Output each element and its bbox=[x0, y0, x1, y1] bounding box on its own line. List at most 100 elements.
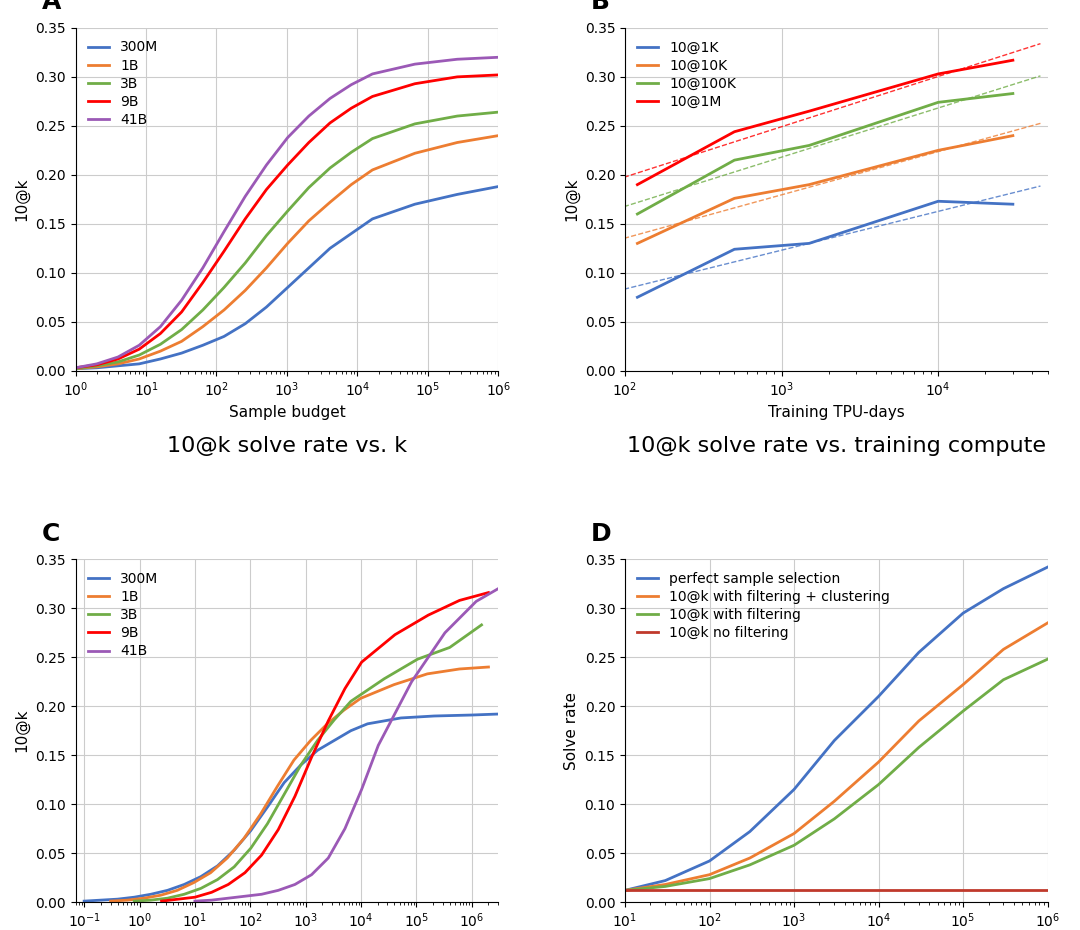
41B bbox=[470, 596, 483, 607]
9B bbox=[389, 629, 402, 640]
300M bbox=[295, 760, 308, 771]
41B bbox=[272, 884, 285, 896]
10@k with filtering + clustering bbox=[659, 879, 672, 890]
Text: B: B bbox=[591, 0, 610, 14]
Line: 1B: 1B bbox=[110, 667, 488, 901]
300M bbox=[91, 362, 104, 373]
10@k with filtering bbox=[619, 884, 632, 896]
300M bbox=[327, 735, 340, 746]
Y-axis label: 10@k: 10@k bbox=[14, 178, 29, 221]
3B bbox=[194, 883, 207, 894]
300M bbox=[450, 189, 463, 200]
300M bbox=[428, 711, 441, 722]
perfect sample selection bbox=[659, 875, 672, 886]
300M bbox=[111, 360, 124, 371]
10@k with filtering + clustering bbox=[997, 644, 1010, 655]
3B bbox=[345, 147, 357, 158]
9B bbox=[322, 715, 335, 726]
9B bbox=[175, 306, 188, 317]
300M bbox=[228, 844, 241, 856]
Line: 10@k with filtering: 10@k with filtering bbox=[625, 659, 1048, 890]
10@10K bbox=[1007, 130, 1020, 141]
10@1K bbox=[728, 244, 741, 255]
Legend: 300M, 1B, 3B, 9B, 41B: 300M, 1B, 3B, 9B, 41B bbox=[82, 34, 164, 133]
Y-axis label: 10@k: 10@k bbox=[564, 178, 579, 221]
Line: 3B: 3B bbox=[134, 625, 482, 901]
10@k with filtering + clustering bbox=[872, 756, 885, 767]
1B bbox=[91, 361, 104, 372]
9B bbox=[172, 894, 185, 905]
41B bbox=[405, 676, 418, 687]
Line: 300M: 300M bbox=[76, 187, 498, 369]
41B bbox=[91, 358, 104, 369]
300M bbox=[366, 213, 379, 224]
41B bbox=[438, 627, 451, 638]
10@k with filtering + clustering bbox=[743, 853, 756, 864]
Legend: perfect sample selection, 10@k with filtering + clustering, 10@k with filtering,: perfect sample selection, 10@k with filt… bbox=[632, 566, 896, 645]
10@k with filtering + clustering bbox=[703, 870, 716, 881]
1B bbox=[220, 853, 233, 864]
10@100K bbox=[728, 154, 741, 166]
perfect sample selection bbox=[787, 784, 800, 795]
1B bbox=[408, 148, 421, 159]
41B bbox=[408, 59, 421, 70]
Line: 10@1K: 10@1K bbox=[637, 201, 1013, 298]
3B bbox=[295, 760, 308, 771]
41B bbox=[217, 226, 230, 237]
perfect sample selection bbox=[872, 691, 885, 702]
3B bbox=[228, 861, 241, 872]
9B bbox=[355, 657, 368, 668]
9B bbox=[260, 184, 273, 195]
3B bbox=[127, 896, 140, 907]
41B bbox=[175, 295, 188, 306]
10@k with filtering bbox=[828, 813, 841, 824]
1B bbox=[69, 364, 82, 375]
3B bbox=[217, 282, 230, 293]
Line: 41B: 41B bbox=[194, 589, 498, 901]
10@100K bbox=[631, 208, 644, 219]
9B bbox=[482, 587, 495, 598]
41B bbox=[345, 79, 357, 90]
3B bbox=[260, 230, 273, 241]
1B bbox=[121, 895, 134, 906]
9B bbox=[156, 896, 168, 907]
10@1M bbox=[932, 69, 945, 80]
9B bbox=[288, 790, 301, 802]
41B bbox=[188, 896, 201, 907]
9B bbox=[154, 328, 167, 339]
300M bbox=[311, 745, 324, 756]
3B bbox=[327, 714, 340, 725]
10@k with filtering bbox=[743, 859, 756, 870]
1B bbox=[254, 808, 267, 819]
Legend: 10@1K, 10@10K, 10@100K, 10@1M: 10@1K, 10@10K, 10@100K, 10@1M bbox=[632, 34, 742, 114]
10@100K bbox=[1007, 88, 1020, 100]
1B bbox=[453, 663, 465, 674]
perfect sample selection bbox=[1041, 562, 1054, 573]
41B bbox=[324, 93, 337, 104]
41B bbox=[450, 54, 463, 65]
300M bbox=[175, 348, 188, 359]
Line: 10@k with filtering + clustering: 10@k with filtering + clustering bbox=[625, 623, 1048, 890]
1B bbox=[345, 179, 357, 191]
300M bbox=[465, 710, 478, 721]
1B bbox=[204, 867, 217, 878]
9B bbox=[217, 246, 230, 257]
Text: 10@k solve rate vs. k: 10@k solve rate vs. k bbox=[166, 436, 407, 456]
9B bbox=[197, 277, 210, 288]
10@k with filtering + clustering bbox=[957, 679, 970, 690]
10@100K bbox=[802, 140, 815, 151]
300M bbox=[211, 860, 224, 871]
10@1K bbox=[802, 238, 815, 249]
1B bbox=[154, 890, 167, 901]
300M bbox=[154, 353, 167, 365]
41B bbox=[154, 321, 167, 332]
41B bbox=[221, 893, 234, 904]
300M bbox=[111, 894, 124, 905]
41B bbox=[338, 823, 351, 834]
41B bbox=[260, 159, 273, 170]
9B bbox=[239, 867, 252, 878]
300M bbox=[197, 339, 210, 351]
Line: 10@100K: 10@100K bbox=[637, 94, 1013, 214]
9B bbox=[221, 879, 234, 890]
41B bbox=[239, 191, 252, 202]
